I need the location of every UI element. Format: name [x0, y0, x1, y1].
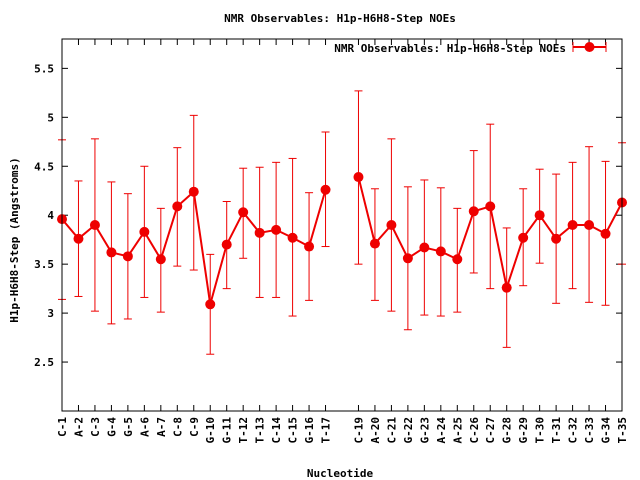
- data-point: [139, 226, 150, 237]
- x-tick-label: A-25: [451, 417, 464, 444]
- legend-marker: [584, 42, 595, 52]
- y-tick-label: 4.5: [34, 160, 54, 173]
- data-point: [89, 220, 100, 230]
- data-point: [304, 241, 315, 252]
- x-tick-label: G-22: [402, 417, 415, 444]
- data-point: [402, 253, 413, 264]
- x-tick-label: C-9: [188, 417, 201, 437]
- data-point: [386, 220, 397, 230]
- y-tick-label: 4: [47, 209, 54, 222]
- x-tick-label: C-3: [89, 417, 102, 437]
- x-tick-label: T-12: [237, 417, 250, 444]
- x-tick-label: C-33: [583, 417, 596, 444]
- chart-title: NMR Observables: H1p-H6H8-Step NOEs: [224, 12, 456, 25]
- data-point: [551, 233, 562, 244]
- x-tick-label: T-35: [616, 417, 629, 444]
- data-point: [468, 206, 479, 217]
- x-tick-label: C-27: [484, 417, 497, 444]
- error-bars: [58, 90, 626, 355]
- data-point: [122, 251, 133, 262]
- data-point: [221, 239, 232, 250]
- data-point: [567, 220, 578, 230]
- data-point: [452, 254, 463, 265]
- x-tick-label: C-19: [352, 417, 365, 444]
- x-tick-label: C-14: [270, 417, 283, 444]
- y-tick-label: 5.5: [34, 62, 54, 75]
- x-tick-label: G-34: [600, 417, 613, 444]
- data-point: [435, 246, 446, 257]
- x-tick-label: G-16: [303, 417, 316, 444]
- data-point: [73, 233, 84, 244]
- legend: NMR Observables: H1p-H6H8-Step NOEs: [334, 42, 607, 55]
- data-point: [188, 186, 199, 197]
- y-axis-ticks: 2.5 3 3.5 4 4.5 5 5.5: [34, 62, 622, 369]
- data-point: [600, 228, 611, 239]
- series-lines: [61, 176, 623, 305]
- x-tick-label: G-4: [105, 417, 118, 437]
- data-point: [287, 232, 298, 243]
- x-tick-label: G-23: [418, 417, 431, 444]
- x-tick-label: T-30: [534, 417, 547, 444]
- x-tick-label: T-13: [254, 417, 267, 444]
- x-tick-label: C-26: [468, 417, 481, 444]
- data-point: [369, 238, 380, 249]
- x-tick-label: A-6: [138, 417, 151, 437]
- x-tick-label: G-5: [122, 417, 135, 437]
- data-point: [155, 254, 166, 265]
- x-tick-label: C-32: [567, 417, 580, 444]
- data-point: [584, 220, 595, 230]
- x-axis-ticks: C-1 A-2 C-3 G-4 G-5 A-6 A-7 C-8 C-9 G-10 G-11 T-12 T…: [56, 39, 629, 444]
- data-point: [172, 201, 183, 212]
- data-point: [501, 282, 512, 293]
- x-tick-label: C-8: [171, 417, 184, 437]
- data-point: [534, 210, 545, 221]
- x-tick-label: A-24: [435, 417, 448, 444]
- x-tick-label: A-2: [72, 417, 85, 437]
- x-tick-label: A-20: [369, 417, 382, 444]
- x-tick-label: A-7: [155, 417, 168, 437]
- x-tick-label: G-28: [501, 417, 514, 444]
- data-point: [106, 247, 117, 258]
- data-point: [419, 242, 430, 253]
- x-tick-label: T-17: [320, 417, 333, 444]
- x-tick-label: G-29: [517, 417, 530, 444]
- x-tick-label: C-15: [287, 417, 300, 444]
- y-tick-label: 3.5: [34, 258, 54, 271]
- data-point: [271, 224, 282, 235]
- y-tick-label: 3: [47, 307, 54, 320]
- data-point: [518, 232, 529, 243]
- y-tick-label: 5: [47, 111, 54, 124]
- data-point: [238, 207, 249, 218]
- y-axis-label: H1p-H6H8-Step (Angstroms): [8, 157, 21, 323]
- x-tick-label: T-31: [550, 417, 563, 444]
- x-axis-label: Nucleotide: [307, 467, 374, 480]
- data-point: [205, 299, 216, 310]
- data-point: [320, 184, 331, 195]
- data-point: [254, 227, 265, 238]
- x-tick-label: C-1: [56, 417, 69, 437]
- y-tick-label: 2.5: [34, 356, 54, 369]
- x-tick-label: C-21: [385, 417, 398, 444]
- data-point: [353, 172, 364, 183]
- x-tick-label: G-10: [204, 417, 217, 444]
- x-tick-label: G-11: [221, 417, 234, 444]
- data-point: [485, 201, 496, 212]
- data-points: [57, 172, 627, 310]
- plot-frame: [61, 38, 623, 412]
- legend-label: NMR Observables: H1p-H6H8-Step NOEs: [334, 42, 566, 55]
